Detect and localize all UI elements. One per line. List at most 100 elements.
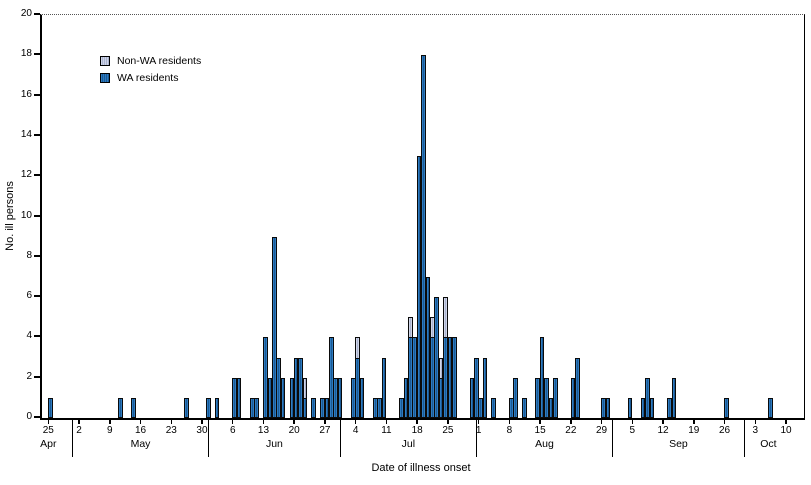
bar-nonwa-jul-24 (443, 297, 448, 339)
y-tick-label: 4 (26, 330, 32, 342)
bar-nonwa-jun-22 (302, 377, 308, 399)
x-tick-label: 20 (288, 425, 300, 436)
x-tick-mark (570, 419, 572, 424)
bar-wa-aug-1 (478, 397, 483, 418)
x-tick-mark (262, 419, 265, 424)
x-tick-label: 16 (134, 425, 147, 436)
bar-nonwa-jul-21 (430, 317, 435, 339)
y-tick-label: 6 (26, 290, 32, 302)
x-tick-label: 3 (752, 425, 759, 436)
bar-wa-may-14 (131, 397, 137, 418)
x-tick-mark (447, 419, 449, 424)
bar-wa-jul-3 (350, 377, 356, 418)
x-tick-mark (139, 419, 142, 424)
y-tick-label: 14 (20, 128, 32, 140)
bar-wa-jun-24 (311, 397, 317, 418)
bar-wa-aug-17 (548, 397, 554, 418)
plot-area (40, 14, 805, 420)
wa-swatch-icon (100, 72, 110, 83)
bar-wa-may-11 (118, 397, 123, 418)
x-tick-label: 27 (319, 425, 331, 436)
bar-wa-jun-16 (276, 357, 281, 418)
x-tick-label: 30 (196, 425, 208, 436)
bar-wa-sep-7 (640, 397, 646, 418)
y-tick-mark (34, 13, 40, 15)
x-tick-mark (78, 419, 80, 424)
x-tick-label: 15 (534, 425, 546, 436)
x-tick-label: 2 (76, 425, 82, 436)
x-tick-mark (631, 419, 634, 424)
y-tick-label: 8 (26, 249, 32, 261)
y-tick-label: 18 (20, 48, 32, 60)
bar-wa-jun-28 (329, 337, 334, 418)
bar-wa-jul-31 (473, 357, 479, 418)
bar-wa-aug-2 (482, 357, 488, 418)
bar-wa-jun-21 (298, 357, 303, 418)
month-separator (71, 419, 74, 457)
x-tick-label: 9 (106, 425, 113, 436)
bar-wa-jul-22 (434, 297, 439, 418)
bar-wa-jul-19 (421, 55, 426, 418)
x-tick-mark (385, 419, 388, 424)
legend-label-non-wa: Non-WA residents (117, 54, 202, 67)
x-tick-label: 4 (352, 425, 359, 436)
x-tick-mark (600, 419, 603, 424)
x-tick-mark (785, 419, 787, 424)
bar-wa-aug-8 (509, 397, 514, 418)
y-tick-label: 2 (26, 370, 32, 382)
bar-wa-may-26 (184, 397, 189, 418)
y-tick-mark (34, 93, 40, 96)
bar-wa-jul-10 (381, 357, 387, 418)
x-tick-mark (723, 419, 726, 424)
y-tick-mark (34, 214, 40, 217)
bar-wa-may-31 (206, 397, 211, 418)
x-tick-mark (539, 419, 541, 424)
x-tick-label: 25 (42, 425, 54, 436)
month-separator (475, 419, 478, 457)
x-tick-mark (170, 419, 172, 424)
x-tick-mark (662, 419, 664, 424)
bar-wa-jul-8 (372, 397, 378, 418)
x-tick-label: 29 (596, 425, 608, 436)
bar-wa-sep-13 (667, 397, 672, 418)
bar-wa-jul-30 (469, 377, 475, 418)
month-separator (339, 419, 342, 457)
bar-wa-jun-11 (254, 397, 259, 418)
bar-wa-jul-14 (399, 397, 404, 418)
x-tick-label: 1 (475, 425, 482, 436)
bar-wa-aug-4 (491, 397, 497, 418)
x-tick-label: 10 (780, 425, 792, 436)
month-label: Sep (669, 438, 688, 450)
bar-wa-jun-29 (333, 377, 338, 418)
month-separator (207, 419, 210, 457)
month-label: Aug (535, 438, 554, 450)
x-tick-label: 23 (165, 425, 177, 436)
legend-label-wa: WA residents (117, 71, 179, 84)
bar-wa-sep-4 (627, 397, 633, 418)
bar-wa-aug-22 (570, 377, 576, 418)
x-tick-mark (324, 419, 326, 424)
bar-wa-jun-10 (249, 397, 255, 418)
x-axis-label: Date of illness onset (371, 462, 471, 474)
bar-wa-jun-20 (293, 357, 299, 418)
bar-wa-aug-23 (574, 357, 580, 418)
bar-wa-aug-9 (513, 377, 519, 418)
month-label: Jun (265, 438, 283, 450)
bar-wa-jul-25 (447, 337, 453, 418)
x-tick-label: 8 (506, 425, 513, 436)
x-tick-mark (508, 419, 511, 424)
month-separator (611, 419, 614, 457)
x-tick-mark (477, 419, 480, 424)
x-tick-mark (416, 419, 418, 424)
x-tick-mark (109, 419, 111, 424)
x-tick-label: 26 (718, 425, 731, 436)
bar-nonwa-jul-16 (408, 317, 413, 339)
y-tick-mark (34, 295, 40, 298)
bar-wa-sep-9 (649, 397, 655, 418)
non-wa-swatch-icon (100, 55, 110, 66)
bar-wa-aug-29 (601, 397, 606, 418)
bar-wa-jul-17 (412, 337, 418, 418)
x-tick-label: 11 (381, 425, 392, 436)
x-tick-mark (754, 419, 756, 424)
y-tick-mark (34, 53, 40, 56)
